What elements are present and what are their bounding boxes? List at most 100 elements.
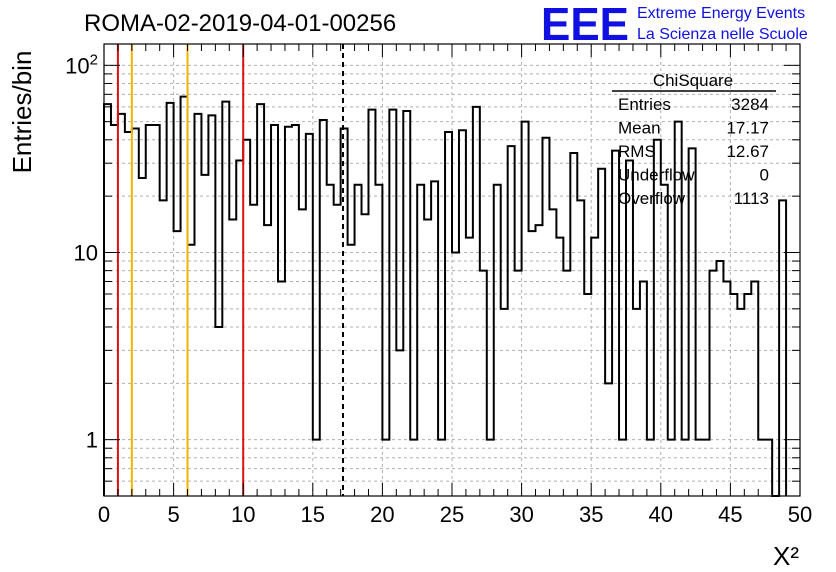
histogram-bin: [125, 132, 132, 496]
histogram-bin: [250, 205, 257, 496]
stats-title: ChiSquare: [653, 71, 733, 90]
histogram-bin: [584, 294, 591, 496]
histogram-bin: [640, 281, 647, 496]
histogram-bin: [285, 127, 292, 496]
histogram-bin: [696, 440, 703, 496]
histogram-bin: [382, 440, 389, 496]
histogram-bin: [633, 309, 640, 496]
stats-label: RMS: [618, 142, 656, 161]
histogram-bin: [174, 231, 181, 496]
histogram-bin: [313, 440, 320, 496]
histogram-bin: [194, 114, 201, 496]
histogram-outline: [103, 95, 788, 497]
histogram-bin: [661, 185, 668, 496]
histogram-bin: [626, 161, 633, 496]
histogram-bin: [257, 104, 264, 496]
histogram-bin: [355, 185, 362, 496]
histogram-bin: [424, 220, 431, 496]
histogram-bin: [348, 245, 355, 496]
brand-line-1: Extreme Energy Events: [637, 5, 805, 22]
histogram-bin: [375, 185, 382, 496]
histogram-bin: [682, 440, 689, 496]
stats-box: ChiSquare Entries 3284 Mean 17.17 RMS 12.67 Un…: [612, 71, 776, 208]
histogram-bin: [334, 205, 341, 496]
histogram-bin: [181, 97, 188, 496]
histogram-bin: [111, 125, 118, 496]
histogram-bin: [591, 238, 598, 496]
histogram-bin: [598, 169, 605, 496]
histogram-bin: [605, 383, 612, 496]
x-axis-label: X²: [773, 541, 799, 571]
histogram-series: [103, 95, 788, 497]
stats-label: Entries: [618, 95, 671, 114]
histogram-bin: [744, 294, 751, 496]
stats-value: 12.67: [726, 142, 769, 161]
histogram-bin: [563, 271, 570, 496]
histogram-bin: [306, 134, 313, 496]
histogram-bin: [779, 200, 786, 496]
histogram-bin: [167, 103, 174, 496]
histogram-bin: [536, 225, 543, 496]
x-tick-label: 45: [718, 502, 742, 527]
histogram-bin: [243, 140, 250, 496]
histogram-bin: [758, 440, 765, 496]
x-tick-label: 20: [370, 502, 394, 527]
histogram-bin: [132, 128, 139, 496]
histogram-bin: [389, 110, 396, 496]
histogram-bin: [327, 185, 334, 496]
histogram-bin: [480, 271, 487, 496]
x-tick-label: 10: [231, 502, 255, 527]
histogram-bin: [208, 115, 215, 496]
histogram-bin: [236, 161, 243, 496]
histogram-bin: [515, 271, 522, 496]
histogram-bin: [410, 440, 417, 496]
histogram-bin: [522, 122, 529, 496]
histogram-bin: [139, 178, 146, 496]
histogram-bin: [445, 132, 452, 496]
histogram-bin: [362, 214, 369, 496]
histogram-bin: [710, 271, 717, 496]
histogram-bin: [577, 200, 584, 496]
histogram-bin: [146, 125, 153, 496]
histogram-bin: [542, 138, 549, 496]
histogram-bin: [417, 185, 424, 496]
histogram-bin: [431, 181, 438, 496]
histogram-bin: [452, 252, 459, 496]
x-tick-label: 0: [98, 502, 110, 527]
histogram-bin: [765, 440, 772, 496]
histogram-bin: [222, 102, 229, 496]
histogram-bin: [487, 440, 494, 496]
y-tick-label: 1: [86, 428, 98, 453]
histogram-bin: [215, 327, 222, 496]
brand-line-2: La Scienza nelle Scuole: [637, 26, 808, 43]
histogram-bin: [619, 440, 626, 496]
x-tick-label: 15: [301, 502, 325, 527]
x-tick-label: 50: [788, 502, 812, 527]
histogram-bin: [556, 238, 563, 496]
histogram-bin: [229, 220, 236, 496]
histogram-bin: [716, 261, 723, 496]
y-tick-label: 10: [74, 240, 98, 265]
histogram-bin: [751, 281, 758, 496]
x-tick-label: 5: [167, 502, 179, 527]
stats-label: Underflow: [618, 166, 695, 185]
histogram-bin: [723, 281, 730, 496]
histogram-bin: [570, 153, 577, 496]
histogram-bin: [737, 309, 744, 496]
histogram-bin: [459, 130, 466, 496]
reference-lines: [116, 44, 345, 496]
histogram-bin: [396, 350, 403, 496]
stats-label: Mean: [618, 119, 661, 138]
histogram-bin: [264, 225, 271, 496]
histogram-bin: [501, 309, 508, 496]
histogram-bin: [153, 125, 160, 496]
histogram-bin: [292, 125, 299, 496]
histogram-bin: [188, 245, 195, 496]
histogram-bin: [118, 114, 125, 496]
stats-label: Overflow: [618, 189, 686, 208]
stats-value: 3284: [731, 95, 769, 114]
histogram-bin: [668, 440, 675, 496]
stats-value: 1113: [734, 189, 769, 208]
histogram-bin: [703, 440, 710, 496]
